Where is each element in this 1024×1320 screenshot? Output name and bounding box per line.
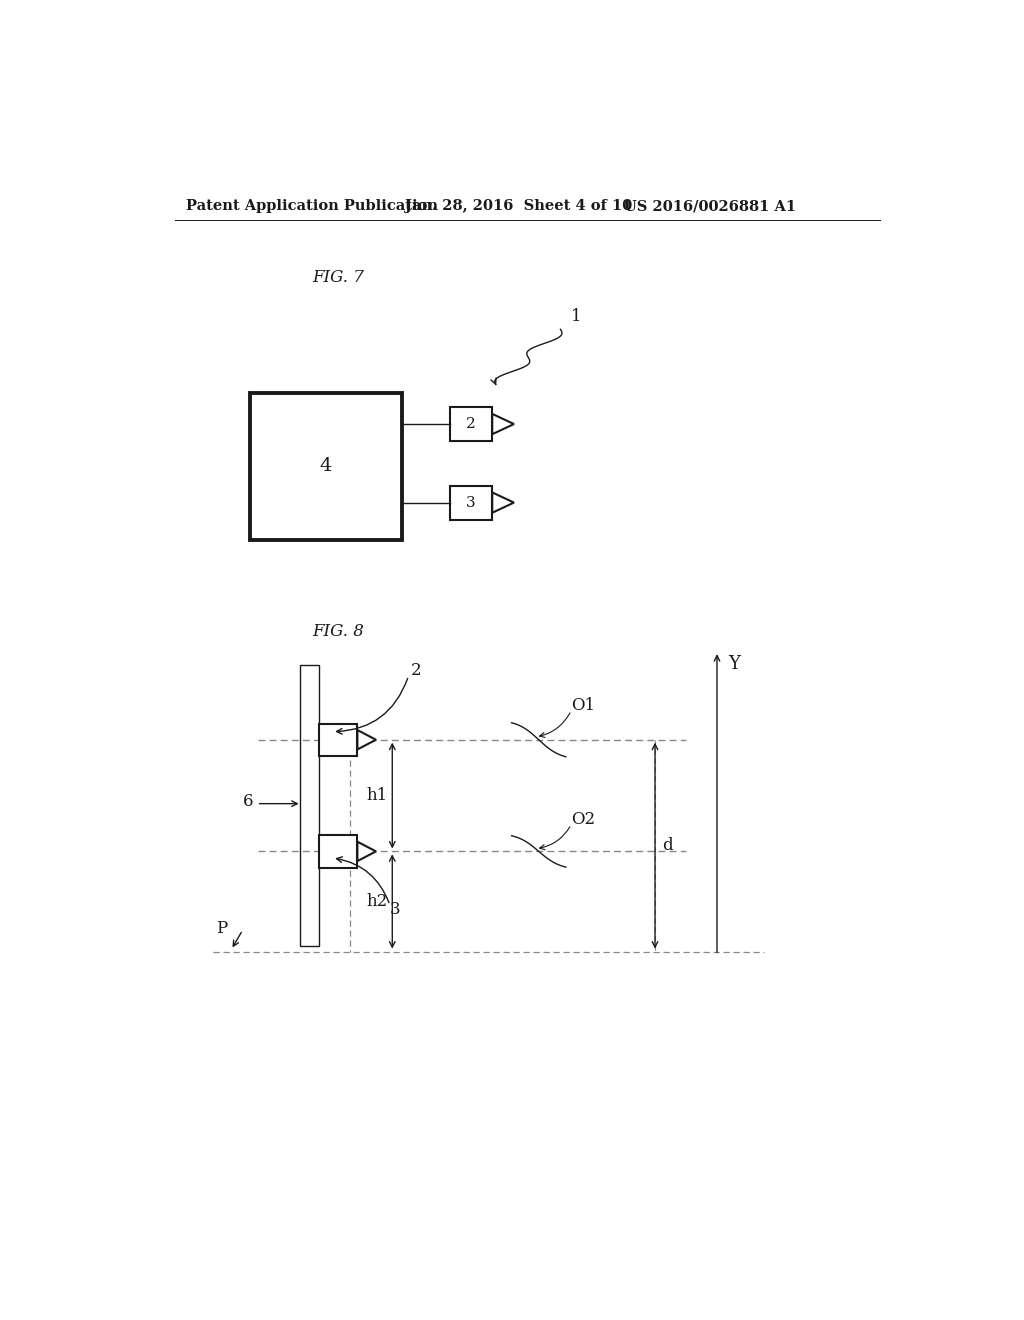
- Bar: [450, 407, 493, 441]
- Bar: [318, 836, 357, 867]
- Text: Jan. 28, 2016  Sheet 4 of 10: Jan. 28, 2016 Sheet 4 of 10: [406, 199, 633, 213]
- Polygon shape: [357, 842, 376, 861]
- Text: FIG. 8: FIG. 8: [312, 623, 365, 640]
- Text: Y: Y: [728, 655, 739, 672]
- Text: h1: h1: [367, 787, 387, 804]
- Text: US 2016/0026881 A1: US 2016/0026881 A1: [624, 199, 796, 213]
- Text: Patent Application Publication: Patent Application Publication: [186, 199, 438, 213]
- Text: h2: h2: [367, 892, 387, 909]
- Text: FIG. 7: FIG. 7: [312, 269, 365, 286]
- Text: O2: O2: [571, 810, 595, 828]
- Text: 2: 2: [466, 417, 476, 432]
- Text: 6: 6: [243, 793, 253, 810]
- Text: d: d: [663, 837, 673, 854]
- Bar: [251, 393, 401, 540]
- Text: O1: O1: [571, 697, 595, 714]
- Polygon shape: [357, 730, 376, 750]
- Text: 2: 2: [411, 661, 422, 678]
- Text: 1: 1: [571, 308, 582, 325]
- Bar: [300, 665, 318, 946]
- Polygon shape: [493, 414, 514, 434]
- Text: P: P: [216, 920, 227, 937]
- Text: 3: 3: [466, 495, 476, 510]
- Bar: [318, 723, 357, 756]
- Text: 4: 4: [319, 458, 332, 475]
- Text: 3: 3: [390, 900, 400, 917]
- Bar: [450, 486, 493, 520]
- Polygon shape: [493, 492, 514, 512]
